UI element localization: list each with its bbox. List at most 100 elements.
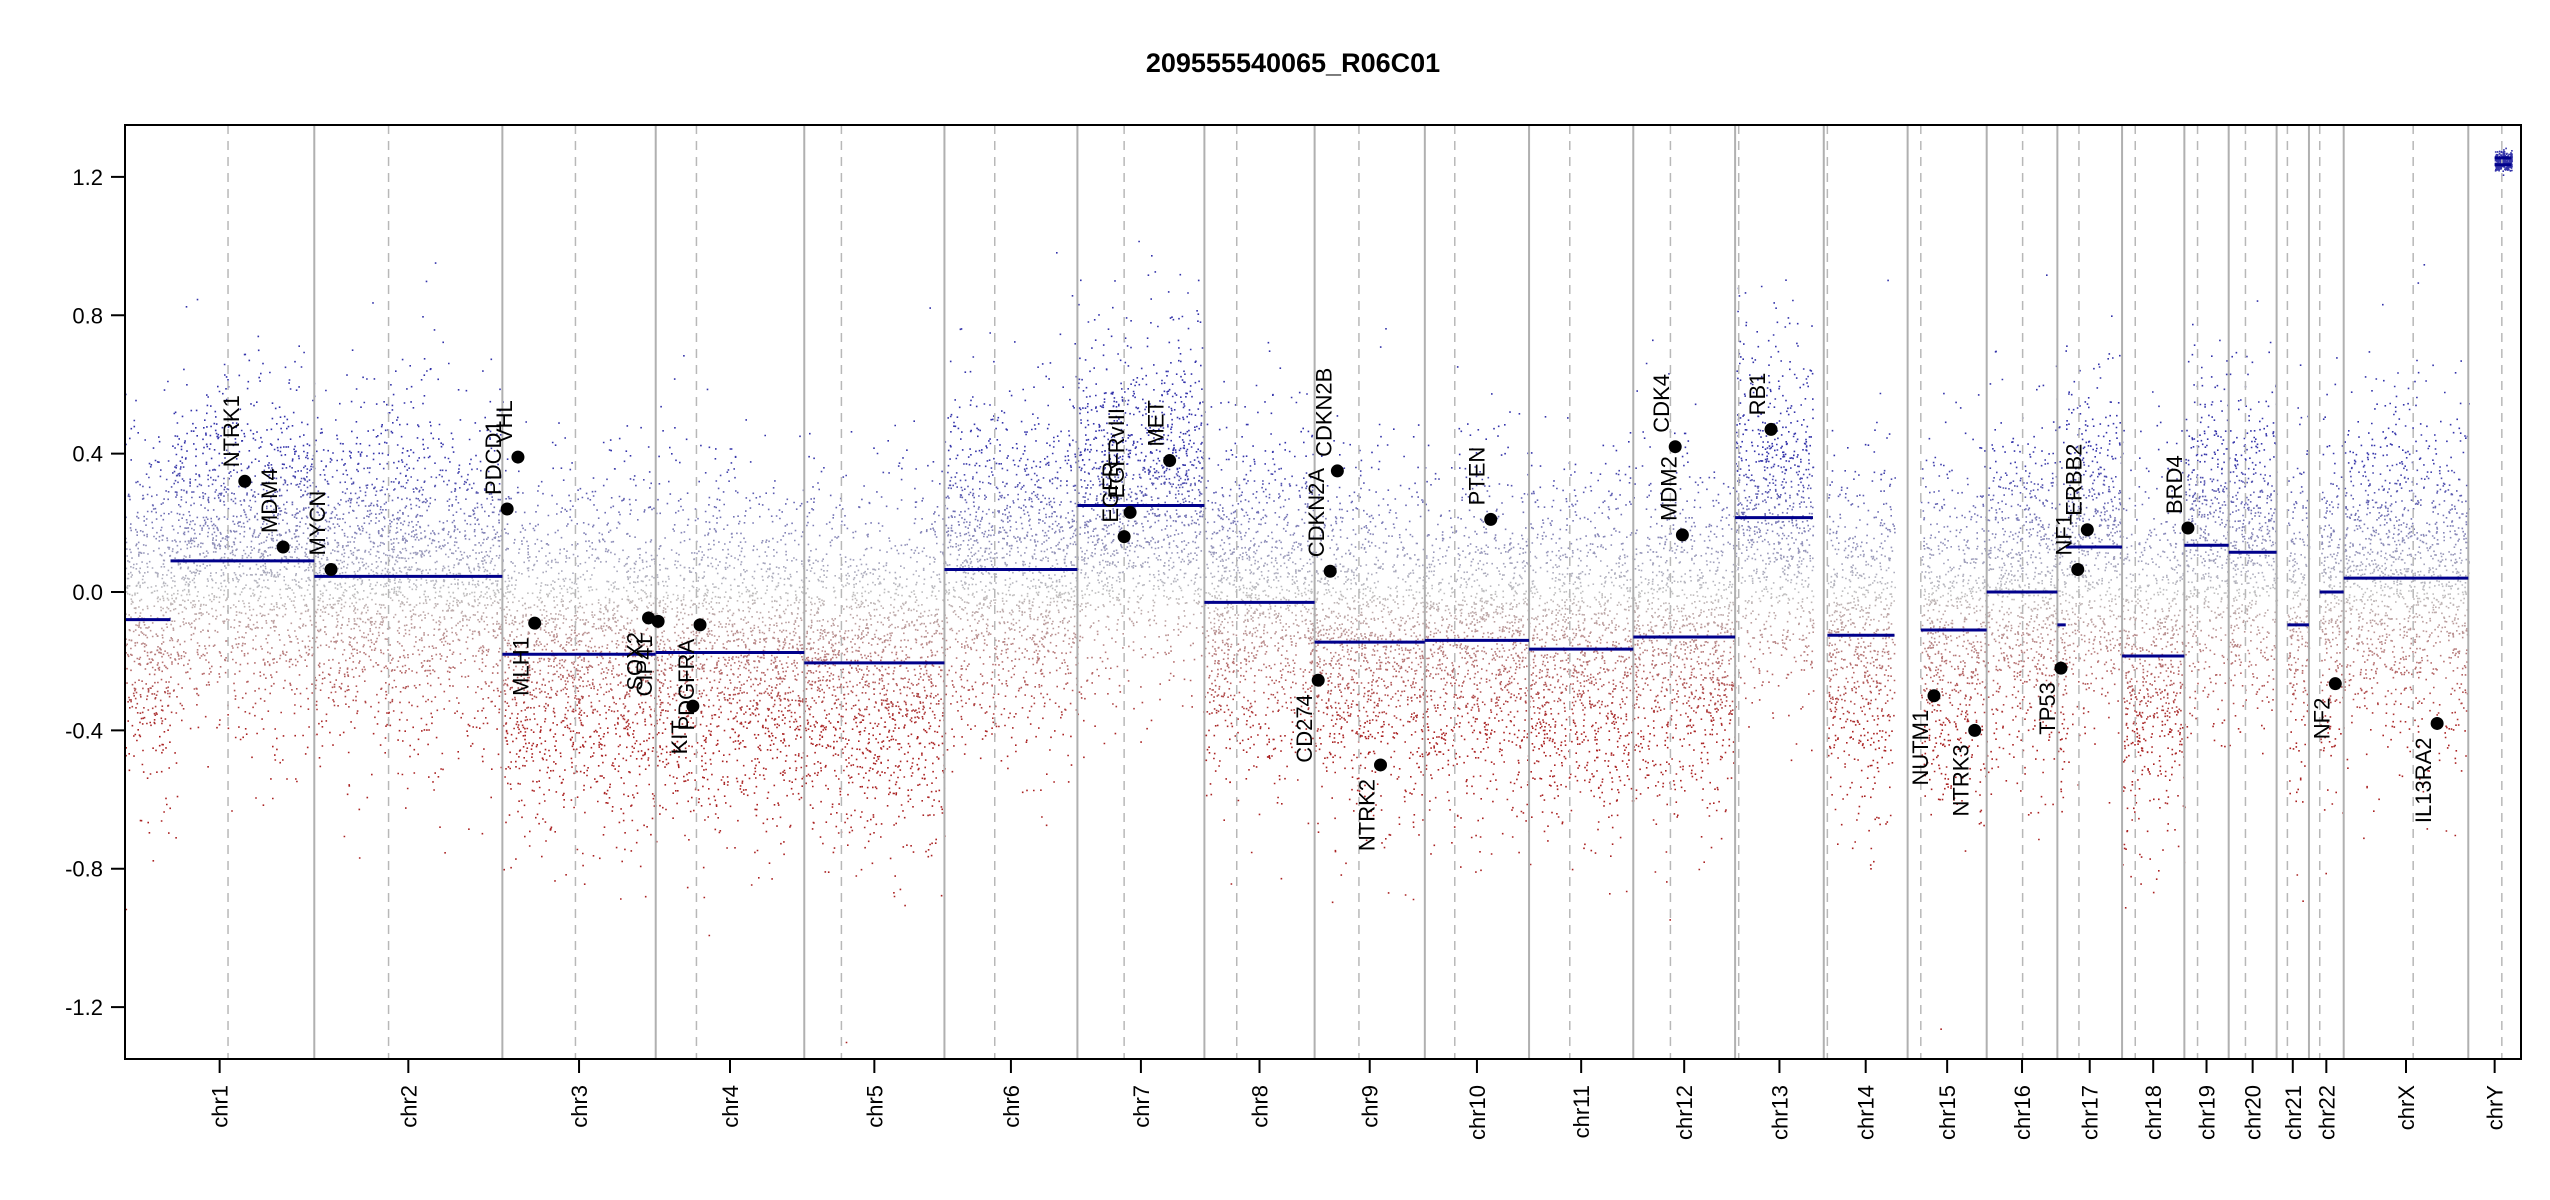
probe-dot-cloud xyxy=(151,707,2465,710)
probe-dot-cloud xyxy=(210,670,2398,673)
probe-dot-cloud xyxy=(211,665,2388,668)
probe-dot-cloud xyxy=(127,559,2463,562)
probe-dot-cloud xyxy=(146,510,2393,513)
probe-dot-cloud xyxy=(163,664,2466,667)
probe-dot-cloud xyxy=(125,537,2467,541)
probe-dot-cloud xyxy=(152,618,2456,622)
probe-dot-cloud xyxy=(523,701,2435,704)
probe-dot-cloud xyxy=(223,500,2463,503)
probe-dot-cloud xyxy=(138,623,2383,626)
probe-dot-cloud xyxy=(125,644,2276,647)
probe-dot-cloud xyxy=(140,598,2438,601)
probe-dot-cloud xyxy=(142,642,2413,645)
segment-lines xyxy=(125,156,2512,665)
probe-dot-cloud xyxy=(148,673,2435,676)
gene-label-cdkn2b: CDKN2B xyxy=(1311,368,1336,457)
gene-point-egfr xyxy=(1117,530,1131,544)
gene-point-nf1 xyxy=(2071,563,2085,577)
probe-dot-cloud xyxy=(138,679,2351,682)
probe-dot-cloud xyxy=(154,714,1682,717)
probe-dot-cloud xyxy=(157,595,2446,599)
probe-dot-cloud xyxy=(140,631,2408,634)
probe-dot-cloud xyxy=(127,493,2454,496)
gene-label-pdgfra: PDGFRA xyxy=(674,639,699,731)
probe-dot-cloud xyxy=(151,504,2453,507)
gene-point-tp53 xyxy=(2054,661,2068,675)
probe-dot-cloud xyxy=(250,506,2437,509)
probe-dot-cloud xyxy=(270,673,2467,677)
gene-point-pten xyxy=(1484,512,1498,526)
gene-point-cdk4 xyxy=(1668,440,1682,454)
probe-dot-cloud xyxy=(152,549,2429,552)
gene-point-mdm2 xyxy=(1675,528,1689,542)
x-tick-label-chr1: chr1 xyxy=(208,1085,233,1128)
gene-label-il13ra2: IL13RA2 xyxy=(2411,737,2436,823)
x-tick-label-chr2: chr2 xyxy=(396,1085,421,1128)
x-tick-label-chrx: chrX xyxy=(2394,1085,2419,1131)
gene-point-cip41 xyxy=(651,614,665,628)
x-tick-label-chr21: chr21 xyxy=(2281,1085,2306,1140)
probe-dot-cloud xyxy=(353,727,1616,729)
y-tick-label: -1.2 xyxy=(65,995,103,1020)
probe-dot-cloud xyxy=(136,617,2459,621)
gene-label-cdk4: CDK4 xyxy=(1649,374,1674,433)
probe-dot-cloud xyxy=(127,654,2442,658)
gene-point-il13ra2 xyxy=(2430,716,2444,730)
probe-dot-cloud xyxy=(133,659,2338,663)
probe-dot-cloud xyxy=(177,638,2416,641)
probe-dot-cloud xyxy=(139,615,2451,618)
probe-dot-cloud xyxy=(129,548,2462,551)
probe-dot-cloud xyxy=(131,557,2461,559)
probe-dot-cloud xyxy=(152,508,2470,511)
y-tick-label: -0.8 xyxy=(65,857,103,882)
gene-point-cdkn2a xyxy=(1323,564,1337,578)
probe-dot-cloud xyxy=(284,613,2457,616)
probe-dot-cloud xyxy=(162,607,2412,610)
probe-dot-cloud xyxy=(265,481,2249,484)
probe-dot-cloud xyxy=(130,652,2216,656)
probe-dot-cloud xyxy=(152,659,2429,662)
y-tick-label: 0.8 xyxy=(72,303,103,328)
probe-dot-cloud xyxy=(151,666,2467,669)
probe-dot-cloud xyxy=(136,702,2402,706)
gene-label-ntrk1: NTRK1 xyxy=(219,395,244,467)
probe-dot-cloud xyxy=(130,616,2445,619)
probe-dot-cloud xyxy=(271,676,2420,679)
probe-dot-cloud xyxy=(404,632,2166,635)
x-tick-label-chr16: chr16 xyxy=(2010,1085,2035,1140)
probe-dot-cloud xyxy=(129,706,2410,709)
y-axis: -1.2 -0.8 -0.4 0.0 0.4 0.8 1.2 xyxy=(65,165,126,1020)
probe-dot-cloud xyxy=(126,584,2454,588)
x-tick-label-chr13: chr13 xyxy=(1767,1085,1792,1140)
probe-dot-cloud xyxy=(307,708,2219,711)
gene-point-ntrk3 xyxy=(1968,723,1982,737)
gene-point-nutm1 xyxy=(1927,689,1941,703)
probe-dot-cloud xyxy=(159,699,2324,702)
gene-label-cip41: CIP41 xyxy=(632,635,657,696)
gene-point-cdkn2b xyxy=(1330,464,1344,478)
probe-dot-cloud xyxy=(259,674,2355,678)
gene-label-sox2: SOX2 xyxy=(623,632,648,691)
probe-dot-cloud xyxy=(198,475,2367,478)
probe-dot-cloud xyxy=(137,516,2461,520)
probe-dot-cloud xyxy=(171,550,2450,553)
probe-dot-cloud xyxy=(146,636,2464,639)
gene-label-rb1: RB1 xyxy=(1745,373,1770,416)
probe-dot-cloud xyxy=(130,669,2455,672)
plot-frame xyxy=(124,124,2522,1060)
gene-label-brd4: BRD4 xyxy=(2162,455,2187,514)
gene-label-met: MET xyxy=(1144,400,1169,446)
probe-dot-cloud xyxy=(160,678,2428,681)
x-tick-label-chr5: chr5 xyxy=(862,1085,887,1128)
probe-dot-cloud xyxy=(279,588,2398,591)
probe-dot-cloud xyxy=(219,500,2467,503)
probe-dot-cloud xyxy=(135,606,2450,609)
probe-dot-cloud xyxy=(126,547,2431,550)
probe-dot-cloud xyxy=(139,721,2353,724)
probe-dot-cloud xyxy=(142,716,2155,720)
probe-dot-cloud xyxy=(130,459,2434,462)
probe-dot-cloud xyxy=(156,596,2451,600)
probe-dot-cloud xyxy=(137,582,2426,585)
probe-dot-cloud xyxy=(172,471,2441,475)
